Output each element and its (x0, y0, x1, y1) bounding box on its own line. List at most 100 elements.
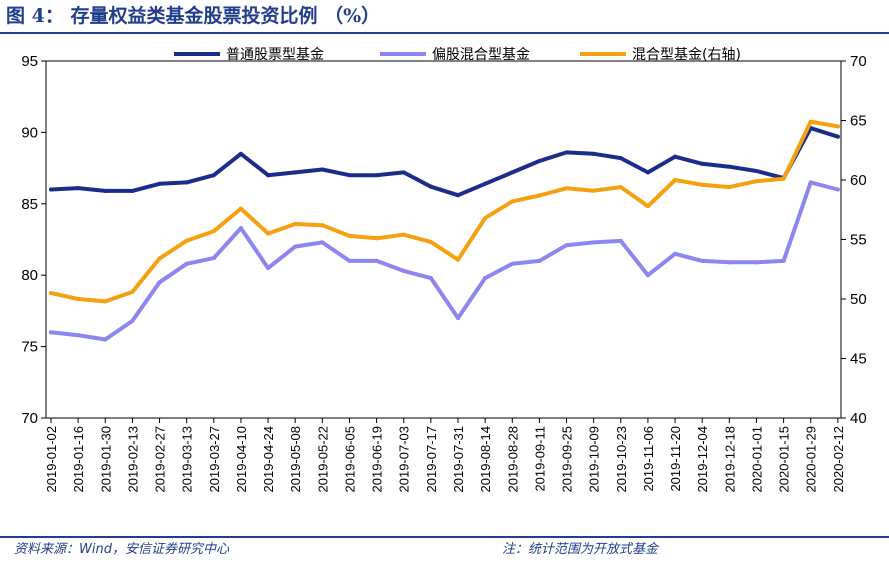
x-tick-label: 2019-10-23 (614, 426, 629, 493)
data-point-s2 (103, 337, 108, 342)
x-tick-label: 2019-06-19 (370, 426, 385, 493)
data-point-s3 (157, 256, 162, 261)
left-axis-ticks: 70 75 80 85 90 95 (21, 53, 46, 427)
x-tick-label: 2019-09-11 (532, 426, 547, 492)
legend: 普通股票型基金 偏股混合型基金 混合型基金(右轴) (174, 46, 741, 63)
left-tick-label: 75 (21, 339, 38, 356)
x-tick-label: 2020-01-15 (777, 426, 792, 493)
data-point-s3 (266, 231, 271, 236)
data-point-s1 (238, 151, 243, 156)
data-point-s2 (483, 276, 488, 281)
left-tick-label: 90 (21, 124, 38, 141)
data-point-s1 (835, 134, 840, 139)
x-tick-label: 2019-03-13 (180, 426, 195, 493)
data-point-s1 (618, 156, 623, 161)
data-point-s3 (320, 223, 325, 228)
data-point-s1 (103, 188, 108, 193)
x-tick-label: 2019-11-20 (668, 426, 683, 492)
data-point-s1 (211, 173, 216, 178)
data-point-s2 (401, 268, 406, 273)
left-tick-label: 80 (21, 267, 38, 284)
data-point-s1 (483, 181, 488, 186)
data-point-s3 (76, 297, 81, 301)
data-point-s3 (835, 124, 840, 129)
x-tick-label: 2019-04-24 (261, 426, 276, 493)
data-point-s2 (428, 276, 433, 281)
data-point-s3 (564, 186, 569, 191)
x-tick-label: 2019-01-16 (71, 426, 86, 493)
x-tick-label: 2020-02-12 (831, 426, 846, 493)
series-line-2 (49, 180, 840, 342)
data-point-s2 (157, 280, 162, 285)
x-tick-label: 2020-01-29 (804, 426, 819, 493)
x-tick-label: 2019-07-31 (451, 426, 466, 493)
legend-label-1: 普通股票型基金 (226, 46, 324, 63)
left-tick-label: 85 (21, 196, 38, 213)
data-point-s2 (808, 180, 813, 185)
data-point-s1 (754, 168, 759, 173)
data-point-s3 (483, 216, 488, 221)
data-point-s2 (49, 330, 53, 335)
data-point-s3 (537, 193, 542, 198)
x-tick-label: 2019-06-05 (342, 426, 357, 493)
legend-label-2: 偏股混合型基金 (432, 46, 530, 63)
right-tick-label: 45 (850, 351, 867, 368)
data-point-s2 (184, 261, 189, 266)
right-tick-label: 60 (850, 172, 867, 189)
x-tick-label: 2019-12-18 (722, 426, 737, 493)
left-tick-label: 70 (21, 410, 38, 427)
data-point-s2 (754, 260, 759, 265)
data-point-s2 (130, 318, 135, 323)
legend-label-3: 混合型基金(右轴) (632, 46, 741, 63)
data-point-s3 (211, 229, 216, 234)
data-point-s1 (184, 180, 189, 185)
data-point-s3 (49, 291, 53, 296)
series-line-3 (49, 119, 840, 304)
data-point-s2 (727, 260, 732, 265)
x-tick-label: 2020-01-01 (749, 426, 764, 493)
x-tick-label: 2019-01-02 (44, 426, 59, 493)
data-point-s3 (673, 178, 678, 182)
data-point-s3 (401, 232, 406, 237)
data-point-s1 (401, 170, 406, 175)
data-point-s3 (428, 239, 433, 244)
data-point-s2 (591, 240, 596, 245)
x-tick-label: 2019-07-03 (397, 426, 412, 493)
series-line-1 (49, 126, 840, 198)
data-point-s2 (645, 273, 650, 278)
x-tick-label: 2019-10-09 (587, 426, 602, 493)
data-point-s3 (293, 222, 298, 227)
data-point-s3 (781, 176, 786, 181)
left-tick-label: 95 (21, 53, 38, 70)
data-point-s2 (673, 251, 678, 256)
data-point-s2 (320, 240, 325, 245)
data-point-s3 (700, 182, 705, 187)
x-tick-label: 2019-12-04 (695, 426, 710, 493)
data-point-s3 (347, 233, 352, 238)
data-point-s2 (211, 256, 216, 261)
x-tick-label: 2019-07-17 (424, 426, 439, 493)
data-point-s2 (374, 258, 379, 263)
data-point-s1 (130, 188, 135, 193)
data-point-s1 (374, 173, 379, 178)
x-tick-label: 2019-03-27 (207, 426, 222, 493)
data-point-s3 (238, 206, 243, 211)
data-point-s3 (103, 299, 108, 304)
data-point-s3 (727, 185, 732, 190)
data-point-s1 (645, 170, 650, 175)
data-point-s2 (293, 244, 298, 249)
data-point-s1 (76, 186, 81, 191)
data-point-s3 (591, 188, 596, 193)
data-point-s1 (428, 184, 433, 189)
right-tick-label: 55 (850, 232, 867, 249)
data-point-s2 (238, 226, 243, 231)
data-point-s3 (130, 289, 135, 294)
x-tick-label: 2019-09-25 (560, 426, 575, 493)
data-point-s3 (374, 236, 379, 241)
data-point-s1 (700, 161, 705, 166)
footer: 资料来源：Wind，安信证券研究中心 注：统计范围为开放式基金 (0, 536, 889, 562)
data-point-s2 (347, 258, 352, 263)
plot-frame (45, 60, 842, 419)
right-tick-label: 40 (850, 410, 867, 427)
